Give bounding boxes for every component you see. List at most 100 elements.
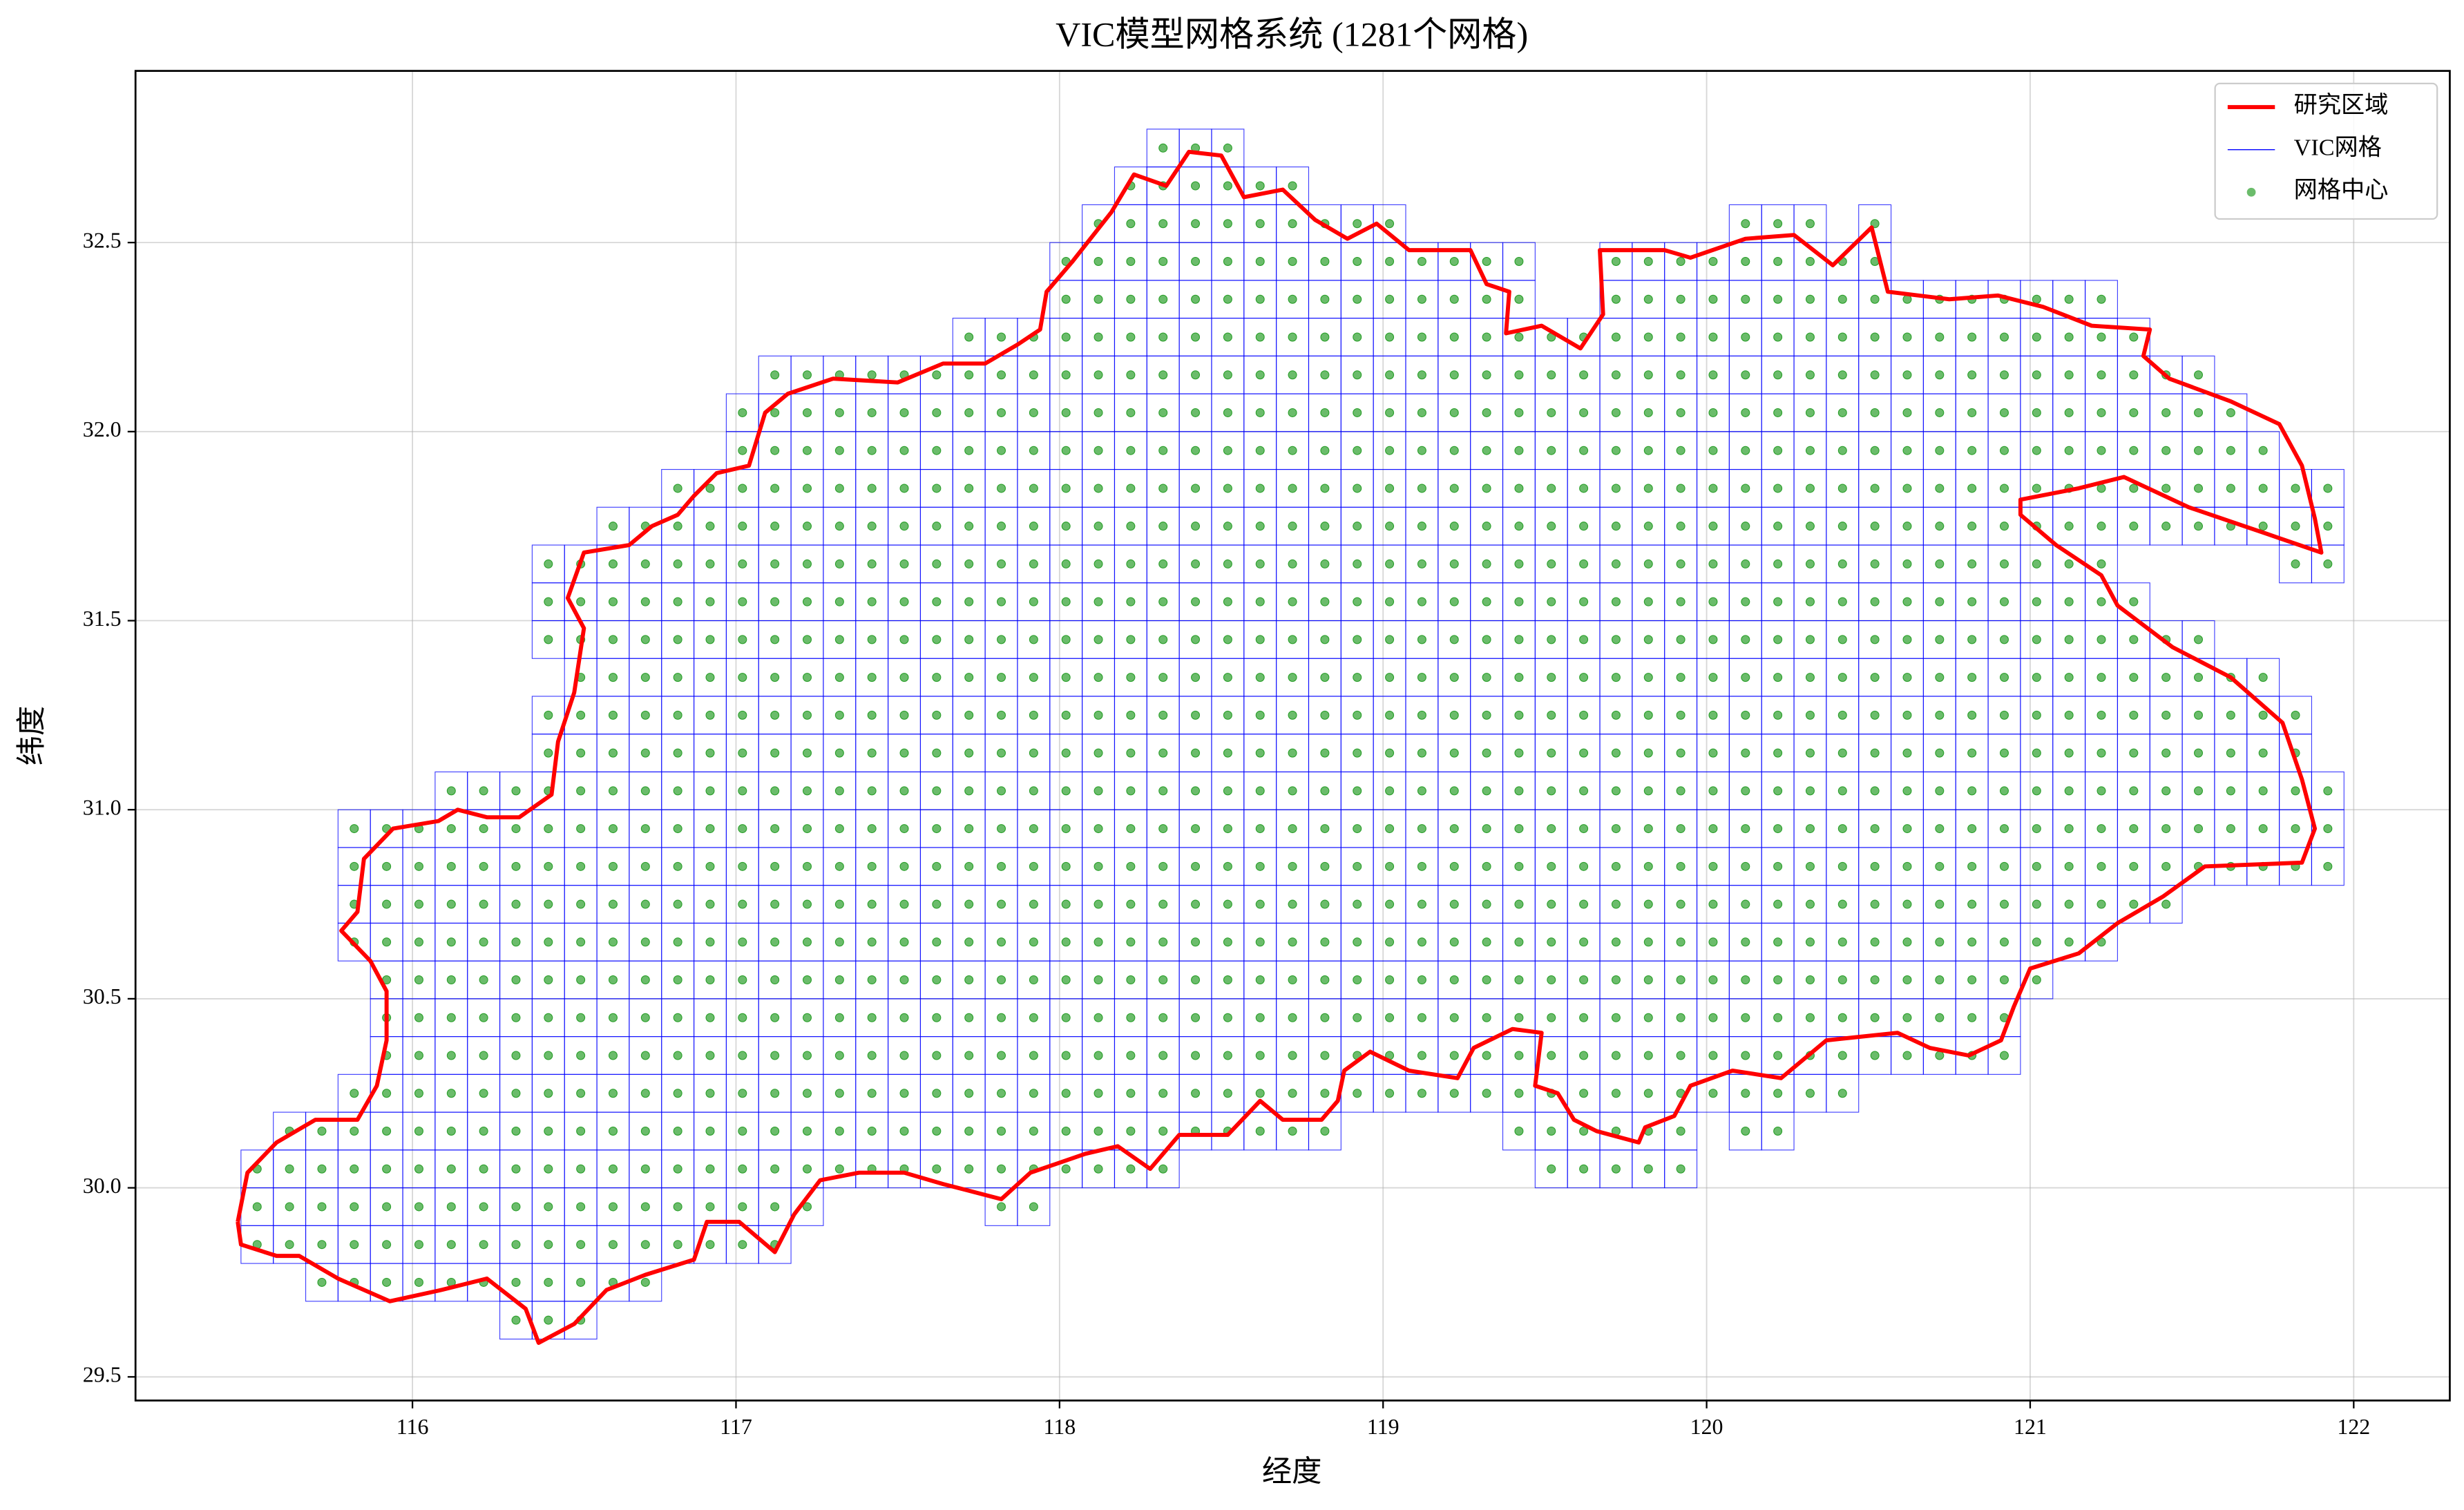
grid-center bbox=[608, 899, 618, 909]
grid-center bbox=[1320, 484, 1330, 493]
grid-center bbox=[479, 975, 488, 985]
grid-center bbox=[1643, 1013, 1653, 1022]
grid-center bbox=[1158, 861, 1168, 871]
grid-center bbox=[1255, 1126, 1265, 1136]
grid-center bbox=[2226, 748, 2235, 758]
grid-center bbox=[1676, 748, 1685, 758]
grid-center bbox=[1676, 635, 1685, 644]
grid-center bbox=[1385, 597, 1395, 606]
grid-center bbox=[1449, 408, 1459, 417]
grid-center bbox=[1837, 1089, 1847, 1098]
grid-center bbox=[1029, 975, 1038, 985]
grid-center bbox=[997, 635, 1006, 644]
grid-center bbox=[1611, 294, 1621, 304]
grid-center bbox=[1773, 937, 1783, 947]
grid-center bbox=[414, 1240, 423, 1250]
grid-center bbox=[1191, 861, 1201, 871]
grid-center bbox=[1191, 181, 1201, 191]
grid-center bbox=[1223, 522, 1232, 531]
grid-center bbox=[1741, 824, 1750, 834]
grid-center bbox=[1837, 861, 1847, 871]
grid-center bbox=[1320, 332, 1330, 342]
grid-center bbox=[1482, 975, 1491, 985]
grid-center bbox=[1223, 710, 1232, 720]
grid-center bbox=[1482, 1013, 1491, 1022]
grid-center bbox=[446, 937, 456, 947]
grid-center bbox=[1902, 748, 1912, 758]
grid-center bbox=[2097, 748, 2106, 758]
grid-center bbox=[382, 1202, 392, 1212]
grid-center bbox=[770, 522, 780, 531]
grid-center bbox=[738, 408, 747, 417]
grid-center bbox=[2226, 484, 2235, 493]
grid-center bbox=[1061, 861, 1071, 871]
grid-center bbox=[1676, 673, 1685, 682]
grid-center bbox=[1417, 257, 1426, 267]
grid-center bbox=[1353, 673, 1362, 682]
grid-center bbox=[834, 937, 844, 947]
grid-center bbox=[1837, 446, 1847, 455]
grid-center bbox=[834, 408, 844, 417]
grid-center bbox=[1320, 748, 1330, 758]
grid-center bbox=[640, 748, 650, 758]
grid-center bbox=[2226, 710, 2235, 720]
grid-center bbox=[964, 1126, 974, 1136]
grid-center bbox=[738, 446, 747, 455]
grid-cell bbox=[2020, 960, 2054, 1000]
grid-center bbox=[1611, 484, 1621, 493]
grid-center bbox=[1611, 522, 1621, 531]
grid-center bbox=[2097, 597, 2106, 606]
grid-center bbox=[2097, 861, 2106, 871]
grid-center bbox=[738, 673, 747, 682]
grid-center bbox=[576, 1126, 586, 1136]
legend-box bbox=[2214, 82, 2438, 220]
grid-center bbox=[867, 1051, 877, 1060]
grid-center bbox=[803, 484, 812, 493]
grid-center bbox=[1643, 408, 1653, 417]
grid-center bbox=[479, 1126, 488, 1136]
grid-center bbox=[1967, 673, 1977, 682]
grid-center bbox=[673, 710, 682, 720]
grid-center bbox=[964, 710, 974, 720]
grid-center bbox=[770, 635, 780, 644]
grid-center bbox=[1935, 748, 1945, 758]
grid-center bbox=[1708, 710, 1718, 720]
grid-center bbox=[1191, 1013, 1201, 1022]
grid-center bbox=[1158, 899, 1168, 909]
grid-center bbox=[1191, 673, 1201, 682]
grid-center bbox=[1805, 408, 1815, 417]
grid-center bbox=[1449, 824, 1459, 834]
grid-center bbox=[1385, 408, 1395, 417]
grid-center bbox=[1417, 1089, 1426, 1098]
grid-center bbox=[1029, 408, 1038, 417]
grid-center bbox=[2291, 522, 2300, 531]
grid-center bbox=[2032, 484, 2041, 493]
grid-center bbox=[1288, 635, 1297, 644]
grid-center bbox=[1449, 635, 1459, 644]
grid-center bbox=[544, 1202, 553, 1212]
grid-center bbox=[1061, 673, 1071, 682]
grid-center bbox=[1417, 824, 1426, 834]
grid-center bbox=[803, 673, 812, 682]
grid-center bbox=[2323, 522, 2333, 531]
grid-center bbox=[1288, 748, 1297, 758]
grid-center bbox=[673, 1240, 682, 1250]
grid-center bbox=[608, 559, 618, 568]
grid-center bbox=[1999, 748, 2009, 758]
grid-center bbox=[640, 1089, 650, 1098]
grid-center bbox=[1837, 899, 1847, 909]
grid-center bbox=[1126, 370, 1136, 380]
grid-center bbox=[1191, 786, 1201, 796]
grid-center bbox=[1643, 446, 1653, 455]
grid-center bbox=[1805, 786, 1815, 796]
grid-center bbox=[2323, 786, 2333, 796]
grid-center bbox=[1837, 484, 1847, 493]
grid-center bbox=[1579, 1013, 1589, 1022]
grid-center bbox=[1935, 937, 1945, 947]
grid-center bbox=[1514, 257, 1524, 267]
grid-center bbox=[1676, 975, 1685, 985]
grid-center bbox=[2129, 370, 2139, 380]
grid-center bbox=[1708, 370, 1718, 380]
grid-center bbox=[834, 861, 844, 871]
grid-center bbox=[1708, 1051, 1718, 1060]
